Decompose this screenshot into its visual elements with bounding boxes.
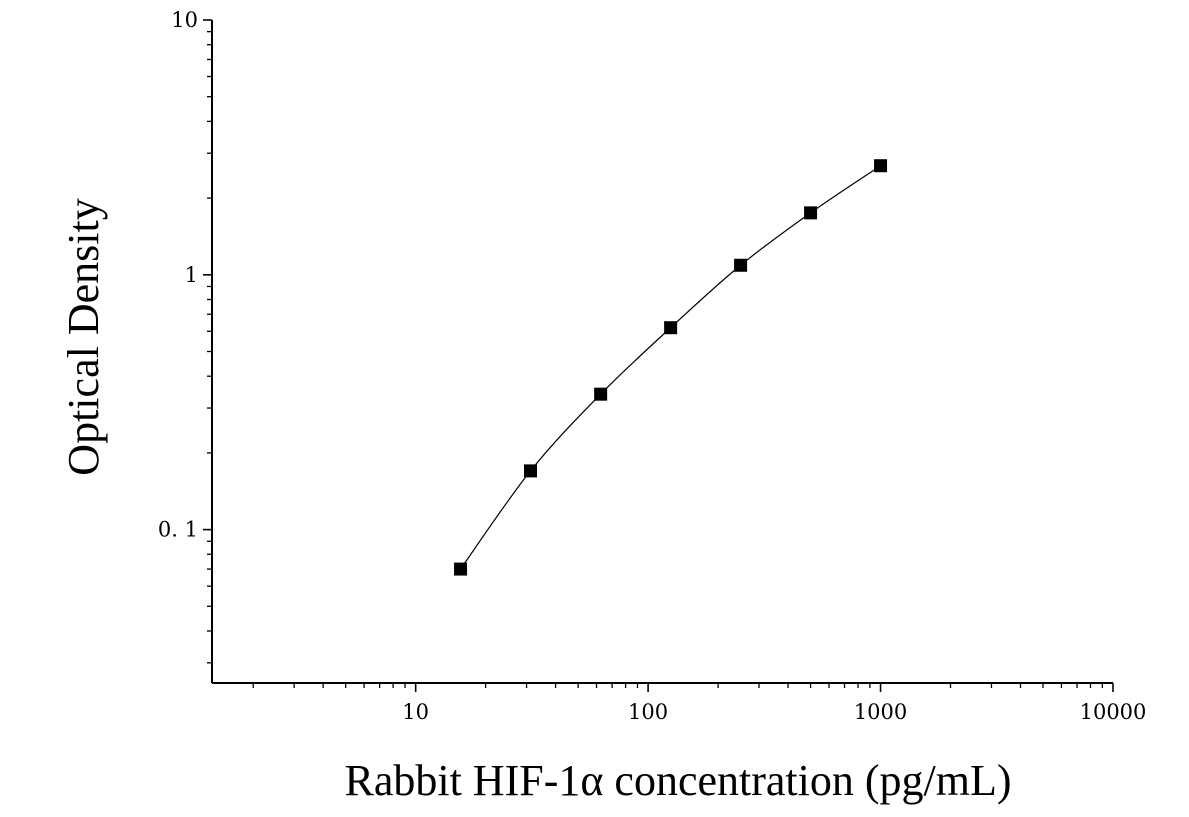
x-tick-label: 10000 — [1080, 700, 1147, 724]
major-ticks — [203, 19, 1114, 692]
x-tick-label: 10 — [402, 700, 429, 724]
y-tick-labels: 0. 1 1 10 — [158, 8, 198, 542]
y-tick-label: 10 — [171, 8, 198, 32]
data-points — [454, 159, 888, 576]
data-point — [734, 258, 748, 272]
x-tick-label: 1000 — [854, 700, 907, 724]
data-point — [524, 464, 538, 478]
fit-curve — [460, 165, 881, 570]
y-axis-title: Optical Density — [59, 198, 108, 475]
data-point — [874, 159, 888, 173]
minor-ticks — [207, 31, 1104, 688]
data-point — [804, 206, 818, 220]
y-tick-label: 0. 1 — [158, 518, 198, 542]
x-axis-title: Rabbit HIF-1α concentration (pg/mL) — [344, 756, 1011, 805]
x-tick-labels: 10 100 1000 10000 — [402, 700, 1146, 724]
y-tick-label: 1 — [185, 263, 198, 287]
x-tick-label: 100 — [628, 700, 668, 724]
data-point — [664, 321, 678, 335]
data-point — [594, 387, 608, 401]
data-point — [454, 562, 468, 576]
